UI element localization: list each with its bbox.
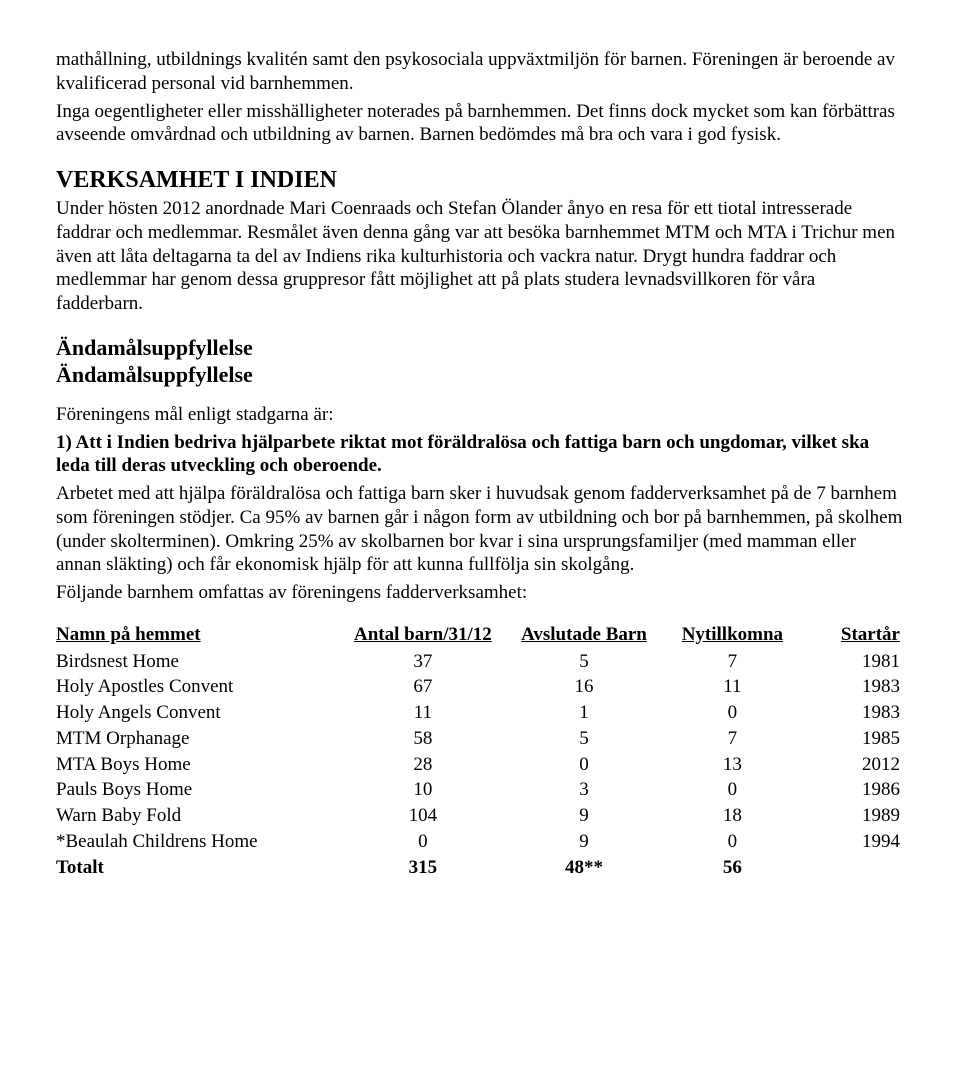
table-row: MTA Boys Home280132012 xyxy=(56,752,904,778)
cell-count: 104 xyxy=(344,803,505,829)
table-row: Holy Angels Convent11101983 xyxy=(56,700,904,726)
th-name: Namn på hemmet xyxy=(56,623,344,649)
barnhem-table: Namn på hemmet Antal barn/31/12 Avslutad… xyxy=(56,623,904,881)
cell-new: 0 xyxy=(667,829,803,855)
andamals-point1: 1) Att i Indien bedriva hjälparbete rikt… xyxy=(56,431,904,479)
cell-name: Pauls Boys Home xyxy=(56,777,344,803)
cell-count: 11 xyxy=(344,700,505,726)
cell-name: MTM Orphanage xyxy=(56,726,344,752)
total-ended: 48** xyxy=(505,855,666,881)
cell-name: *Beaulah Childrens Home xyxy=(56,829,344,855)
cell-new: 7 xyxy=(667,649,803,675)
cell-new: 0 xyxy=(667,700,803,726)
cell-start: 1983 xyxy=(802,700,904,726)
cell-name: Holy Apostles Convent xyxy=(56,674,344,700)
cell-start: 1994 xyxy=(802,829,904,855)
cell-start: 1986 xyxy=(802,777,904,803)
cell-ended: 5 xyxy=(505,726,666,752)
th-ended: Avslutade Barn xyxy=(505,623,666,649)
cell-new: 18 xyxy=(667,803,803,829)
cell-name: Holy Angels Convent xyxy=(56,700,344,726)
th-new: Nytillkomna xyxy=(667,623,803,649)
cell-ended: 0 xyxy=(505,752,666,778)
andamals-section: Ändamålsuppfyllelse Ändamålsuppfyllelse … xyxy=(56,334,904,605)
total-label: Totalt xyxy=(56,855,344,881)
total-new: 56 xyxy=(667,855,803,881)
cell-new: 11 xyxy=(667,674,803,700)
cell-start: 1981 xyxy=(802,649,904,675)
cell-ended: 3 xyxy=(505,777,666,803)
th-start: Startår xyxy=(802,623,904,649)
cell-count: 37 xyxy=(344,649,505,675)
andamals-title-2: Ändamålsuppfyllelse xyxy=(56,361,904,389)
cell-start: 1983 xyxy=(802,674,904,700)
cell-ended: 1 xyxy=(505,700,666,726)
cell-ended: 5 xyxy=(505,649,666,675)
table-row: MTM Orphanage58571985 xyxy=(56,726,904,752)
cell-new: 0 xyxy=(667,777,803,803)
cell-name: Birdsnest Home xyxy=(56,649,344,675)
cell-ended: 9 xyxy=(505,803,666,829)
total-count: 315 xyxy=(344,855,505,881)
cell-start: 1985 xyxy=(802,726,904,752)
andamals-body2: Följande barnhem omfattas av föreningens… xyxy=(56,581,904,605)
table-row: Pauls Boys Home10301986 xyxy=(56,777,904,803)
cell-new: 13 xyxy=(667,752,803,778)
andamals-title-1: Ändamålsuppfyllelse xyxy=(56,334,904,362)
cell-count: 28 xyxy=(344,752,505,778)
table-row: Birdsnest Home37571981 xyxy=(56,649,904,675)
cell-count: 67 xyxy=(344,674,505,700)
cell-count: 58 xyxy=(344,726,505,752)
table-row: Warn Baby Fold1049181989 xyxy=(56,803,904,829)
cell-count: 10 xyxy=(344,777,505,803)
cell-new: 7 xyxy=(667,726,803,752)
th-count: Antal barn/31/12 xyxy=(344,623,505,649)
cell-name: Warn Baby Fold xyxy=(56,803,344,829)
table-row: Holy Apostles Convent6716111983 xyxy=(56,674,904,700)
verksamhet-section: VERKSAMHET I INDIEN Under hösten 2012 an… xyxy=(56,165,904,316)
andamals-body: Arbetet med att hjälpa föräldralösa och … xyxy=(56,482,904,577)
table-total-row: Totalt 315 48** 56 xyxy=(56,855,904,881)
cell-start: 2012 xyxy=(802,752,904,778)
cell-ended: 9 xyxy=(505,829,666,855)
total-start xyxy=(802,855,904,881)
cell-count: 0 xyxy=(344,829,505,855)
cell-start: 1989 xyxy=(802,803,904,829)
table-row: *Beaulah Childrens Home0901994 xyxy=(56,829,904,855)
intro-block: mathållning, utbildnings kvalitén samt d… xyxy=(56,48,904,147)
intro-p1: mathållning, utbildnings kvalitén samt d… xyxy=(56,48,904,96)
intro-p2: Inga oegentligheter eller misshällighete… xyxy=(56,100,904,148)
verksamhet-title: VERKSAMHET I INDIEN xyxy=(56,165,904,195)
verksamhet-body: Under hösten 2012 anordnade Mari Coenraa… xyxy=(56,197,904,316)
cell-name: MTA Boys Home xyxy=(56,752,344,778)
cell-ended: 16 xyxy=(505,674,666,700)
table-header-row: Namn på hemmet Antal barn/31/12 Avslutad… xyxy=(56,623,904,649)
andamals-lead: Föreningens mål enligt stadgarna är: xyxy=(56,403,904,427)
